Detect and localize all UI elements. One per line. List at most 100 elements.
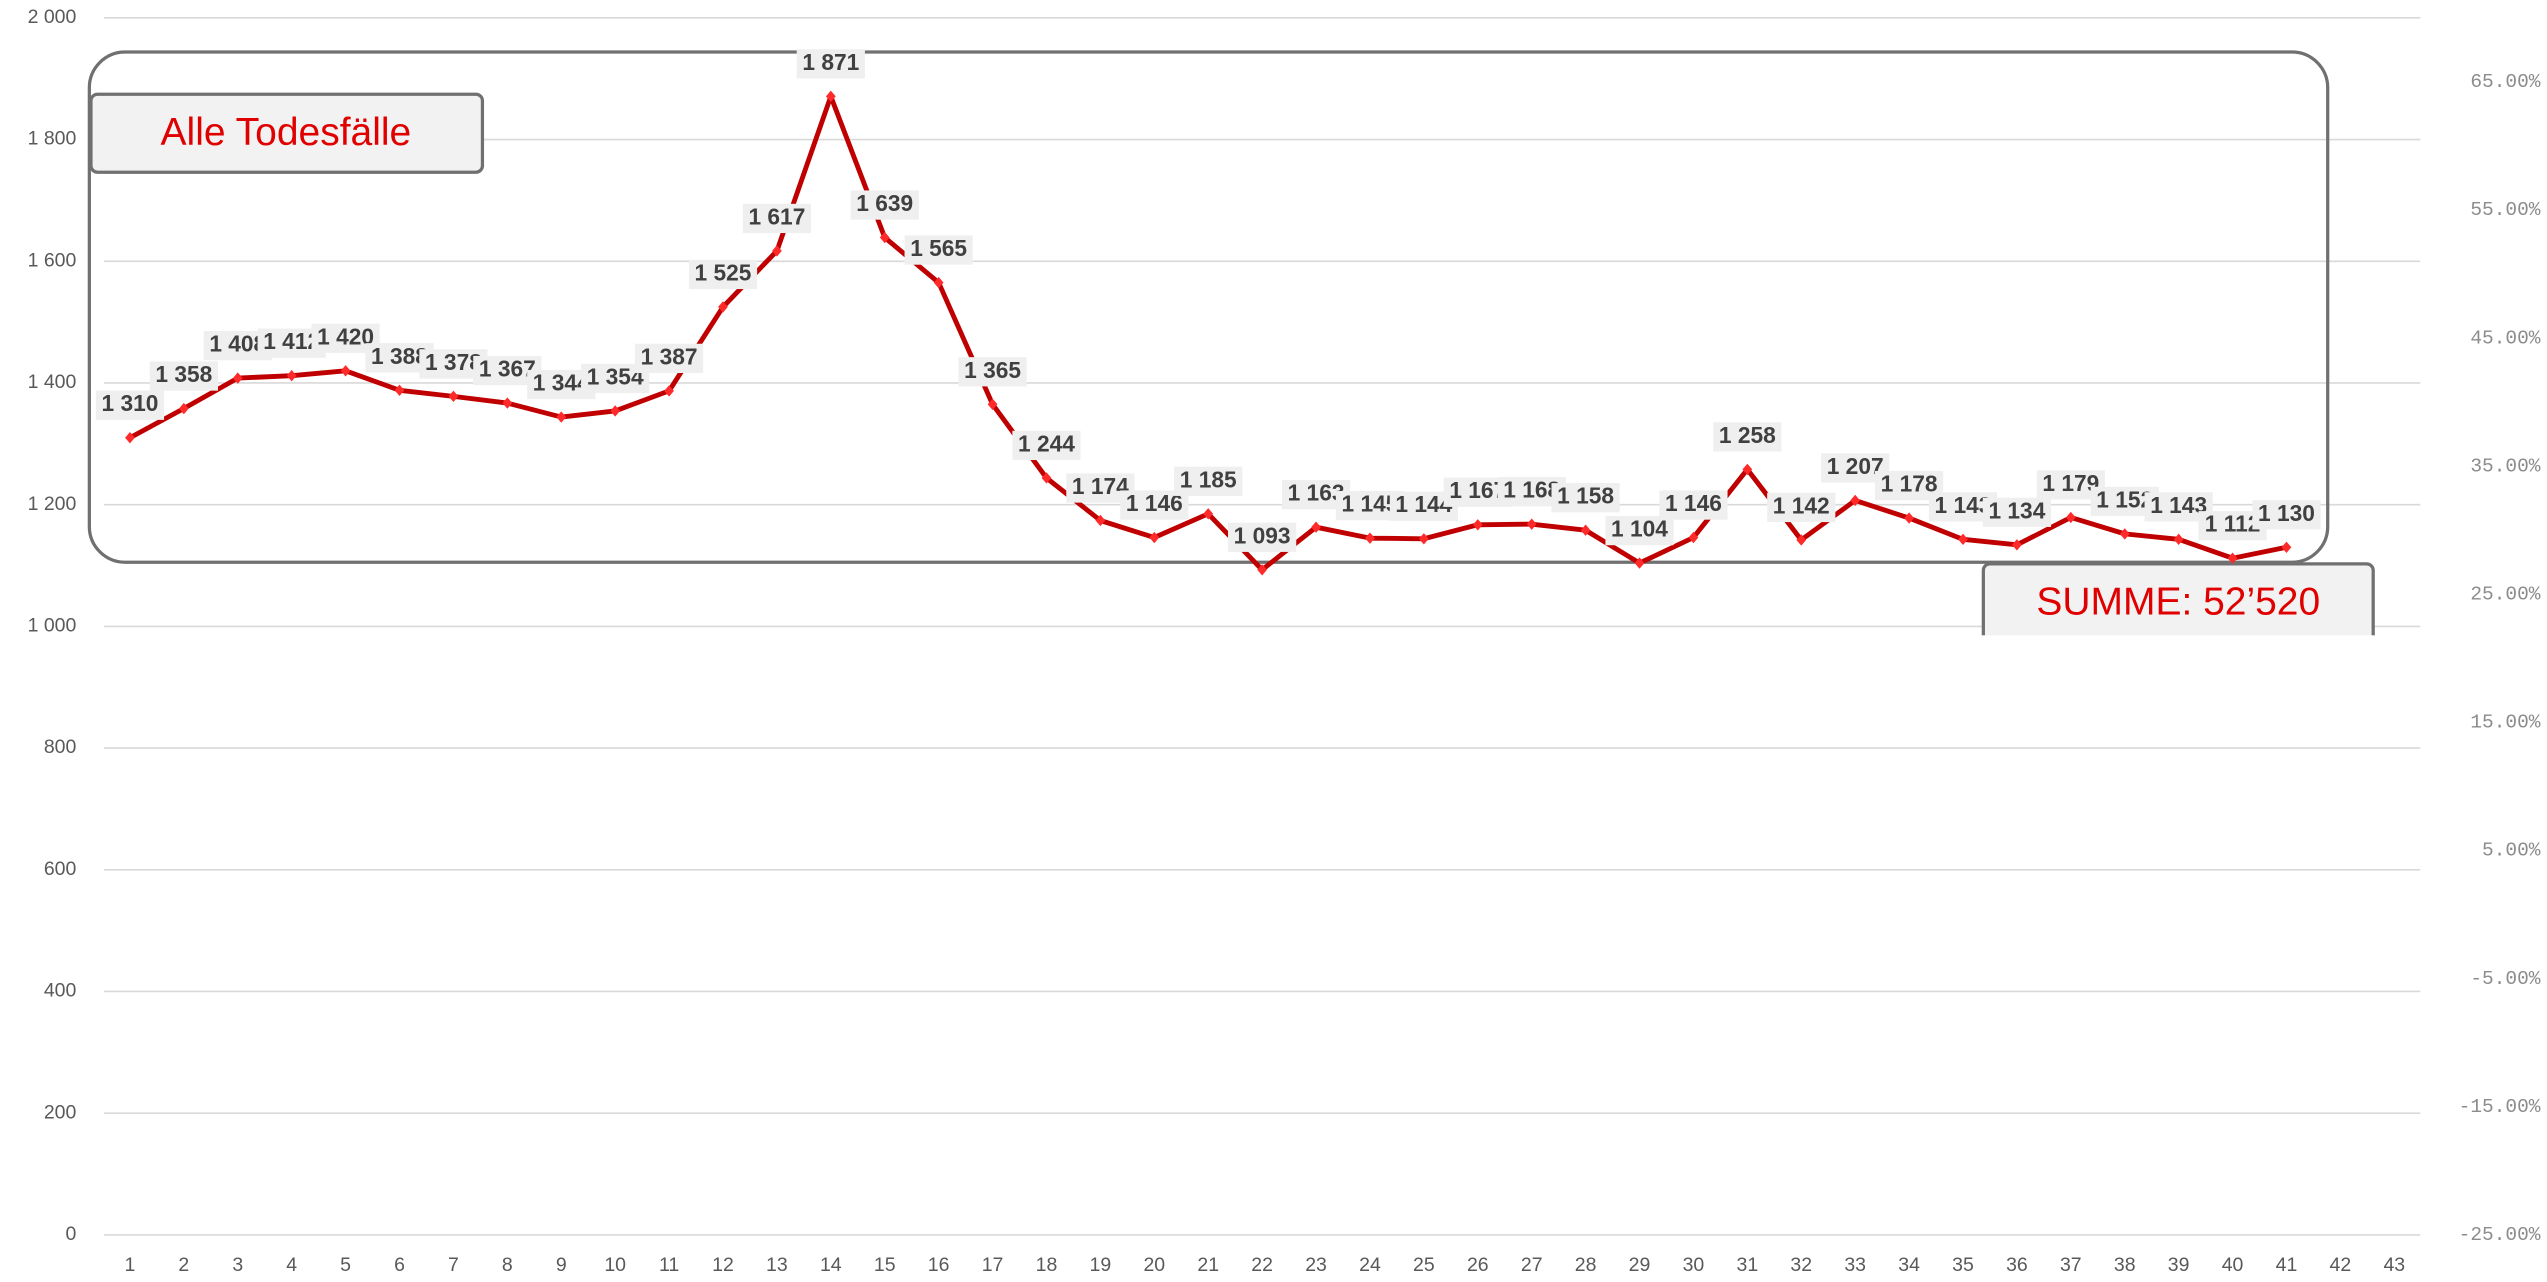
x-tick-label: 33	[1844, 1254, 1866, 1276]
marker	[1472, 519, 1483, 531]
data-label: 1 093	[1234, 522, 1291, 548]
data-label: 1 367	[479, 356, 536, 382]
data-label: 1 158	[1557, 483, 1614, 509]
y2-tick-label: 5.00%	[2482, 840, 2541, 862]
data-label: 1 387	[641, 343, 698, 369]
x-tick-label: 6	[394, 1254, 405, 1276]
highlight-frame	[87, 50, 2330, 564]
marker	[933, 276, 944, 289]
y-tick-label: 800	[44, 736, 77, 758]
x-tick-label: 42	[2330, 1254, 2352, 1276]
y-tick-label: 1 800	[28, 128, 77, 150]
x-tick-label: 21	[1197, 1254, 1219, 1276]
marker	[1958, 533, 1968, 546]
marker	[340, 365, 351, 377]
y-tick-label: 2 000	[28, 6, 77, 28]
marker	[286, 369, 297, 382]
x-tick-label: 38	[2114, 1254, 2136, 1276]
data-label: 1 145	[1342, 491, 1399, 517]
data-label: 1 178	[1881, 471, 1938, 497]
marker	[232, 372, 243, 384]
data-label-bg	[634, 343, 704, 374]
data-label: 1 167	[1449, 477, 1506, 503]
data-label: 1 388	[371, 343, 428, 369]
data-label: 1 174	[1072, 473, 1129, 499]
y-tick-label: 1 200	[28, 493, 77, 515]
box-clip	[1973, 635, 2396, 652]
x-tick-label: 36	[2006, 1254, 2028, 1276]
data-label: 1 207	[1827, 453, 1884, 479]
data-label: 1 163	[1288, 480, 1345, 506]
x-tick-label: 13	[766, 1254, 788, 1276]
data-label-bg	[796, 49, 865, 79]
y-tick-label: 200	[44, 1101, 77, 1123]
y2-tick-label: 45.00%	[2470, 327, 2540, 349]
data-label-bg	[1551, 483, 1620, 513]
x-tick-label: 26	[1467, 1254, 1489, 1276]
x-tick-label: 28	[1575, 1254, 1597, 1276]
x-tick-label: 14	[820, 1254, 842, 1276]
data-label: 1 617	[748, 203, 805, 229]
y2-tick-label: 15.00%	[2470, 712, 2540, 734]
label-box	[89, 92, 485, 174]
data-label: 1 134	[1988, 497, 2045, 523]
marker	[610, 405, 621, 417]
x-tick-label: 17	[982, 1254, 1004, 1276]
data-label-bg	[1659, 490, 1728, 520]
x-tick-label: 11	[659, 1254, 679, 1276]
data-label-bg	[1982, 497, 2052, 527]
x-tick-label: 37	[2060, 1254, 2082, 1276]
x-tick-label: 9	[556, 1254, 567, 1276]
x-tick-label: 27	[1521, 1254, 1543, 1276]
x-tick-label: 39	[2168, 1254, 2190, 1276]
x-tick-label: 10	[604, 1254, 626, 1276]
data-label: 1 146	[1665, 490, 1722, 516]
x-tick-label: 35	[1952, 1254, 1974, 1276]
marker	[1365, 532, 1375, 544]
data-label-bg	[2252, 500, 2321, 530]
data-label: 1 112	[2205, 511, 2261, 537]
x-tick-label: 41	[2276, 1254, 2298, 1276]
marker	[1904, 512, 1914, 524]
data-label-bg	[904, 235, 973, 265]
data-label: 1 144	[1395, 491, 1452, 517]
marker	[2065, 511, 2076, 524]
data-label: 1 146	[1126, 490, 1183, 516]
x-tick-label: 31	[1737, 1254, 1759, 1276]
data-label: 1 152	[2096, 486, 2153, 512]
data-label: 1 358	[155, 361, 212, 387]
y-tick-label: 1 400	[28, 371, 77, 393]
data-label-bg	[1228, 522, 1297, 552]
data-label: 1 142	[1773, 492, 1830, 518]
x-tick-label: 30	[1683, 1254, 1705, 1276]
y-tick-label: 400	[44, 980, 77, 1002]
y2-tick-label: -15.00%	[2459, 1096, 2541, 1118]
x-tick-label: 18	[1036, 1254, 1058, 1276]
data-label: 1 104	[1611, 516, 1668, 542]
x-tick-label: 15	[874, 1254, 896, 1276]
marker	[2012, 539, 2022, 551]
marker	[1742, 463, 1753, 476]
marker	[394, 384, 405, 396]
data-label-bg	[1767, 492, 1836, 523]
marker	[1526, 518, 1537, 530]
data-label: 1 639	[856, 190, 913, 216]
annotation: Alle Todesfälle	[161, 111, 412, 154]
y-tick-label: 1 000	[28, 615, 77, 637]
y2-tick-label: 35.00%	[2470, 455, 2540, 477]
x-tick-label: 23	[1305, 1254, 1327, 1276]
data-label: 1 378	[425, 349, 482, 375]
marker	[1418, 533, 1429, 545]
marker	[2173, 533, 2184, 546]
data-label: 1 525	[695, 259, 752, 285]
marker	[1850, 494, 1861, 507]
x-tick-label: 20	[1143, 1254, 1165, 1276]
y-tick-label: 600	[44, 858, 77, 880]
y2-tick-label: 65.00%	[2470, 71, 2540, 93]
data-label-bg	[1605, 515, 1674, 546]
x-tick-label: 25	[1413, 1254, 1435, 1276]
x-tick-label: 5	[340, 1254, 351, 1276]
data-label: 1 258	[1719, 422, 1776, 448]
